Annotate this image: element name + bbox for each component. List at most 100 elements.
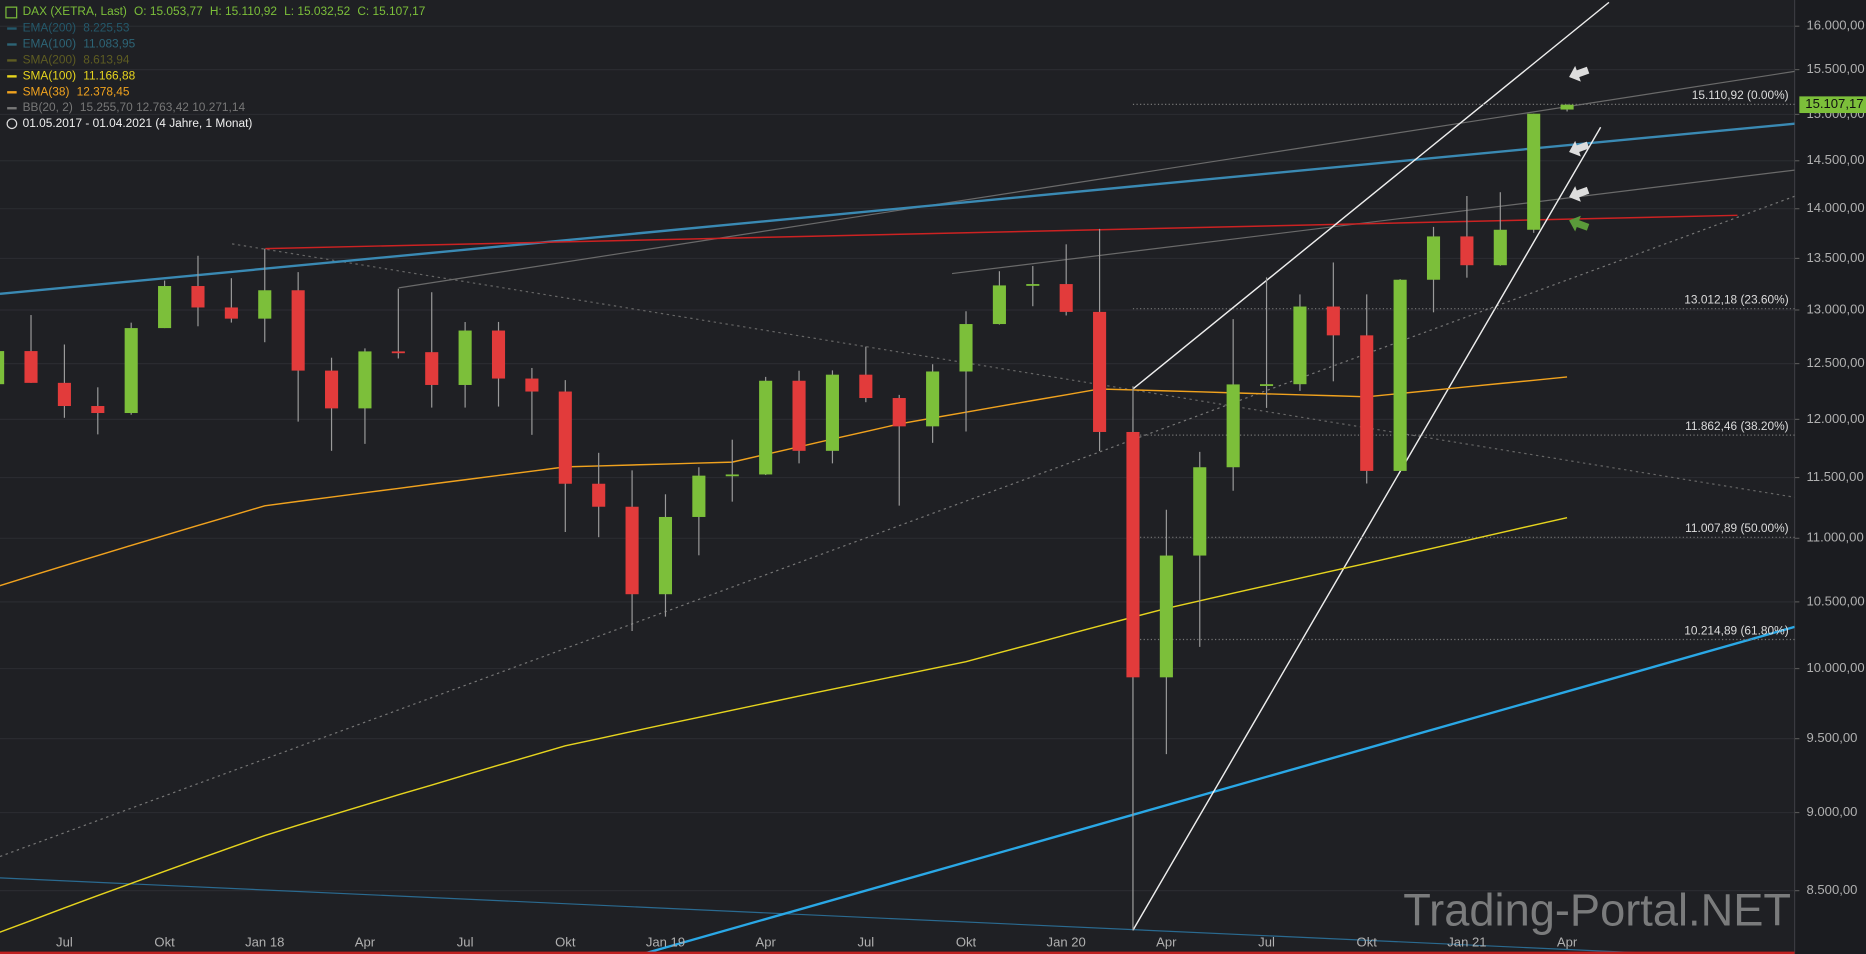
candle-body (1026, 284, 1040, 286)
header-title: DAX (XETRA, Last) O: 15.053,77 H: 15.110,9… (23, 4, 426, 18)
candle-body (191, 286, 205, 308)
candle-body (725, 474, 739, 477)
candle-body (692, 475, 706, 517)
legend-name: BB(20, 2) (23, 100, 73, 114)
y-tick-label: 13.000,00 (1806, 301, 1864, 316)
y-tick-label: 13.500,00 (1806, 250, 1864, 265)
legend-name: SMA(200) (23, 53, 77, 67)
level-label: 11.862,46 (38.20%) (1685, 419, 1788, 433)
candle-body (124, 328, 138, 414)
indicators (0, 376, 1568, 933)
candle-body (859, 374, 873, 399)
header: DAX (XETRA, Last) O: 15.053,77 H: 15.110,9… (5, 4, 426, 130)
candle-body (224, 307, 238, 319)
legend-entry: BB(20, 2) 15.255,70 12.763,42 10.271,14 (23, 100, 246, 114)
candle-body (91, 406, 105, 414)
legend-entry: SMA(38) 12.378,45 (23, 84, 130, 98)
period: 01.05.2017 - 01.04.2021 (4 Jahre, 1 Mona… (23, 116, 253, 130)
candle-body (391, 351, 405, 354)
indicator-line (0, 376, 1568, 587)
y-tick-label: 14.500,00 (1806, 152, 1864, 167)
instrument: DAX (XETRA, Last) (23, 4, 127, 18)
legend-value: 8.225,53 (83, 21, 130, 35)
trend-line (951, 169, 1795, 275)
candle-body (1226, 384, 1240, 468)
legend-value: 12.378,45 (77, 84, 130, 98)
candle-body (291, 290, 305, 371)
candles (0, 104, 1574, 931)
candle-body (425, 352, 439, 385)
last-price-label: 15.107,17 (1805, 96, 1863, 111)
last-price-tag (1799, 96, 1866, 114)
candle-body (1460, 236, 1474, 266)
candle-body (792, 380, 806, 451)
legend-entry: SMA(100) 11.166,88 (23, 69, 136, 83)
x-tick-label: Okt (1357, 935, 1378, 950)
channel-line (1132, 1, 1610, 390)
watermark: Trading-Portal.NET (1403, 885, 1791, 936)
candle-body (625, 506, 639, 595)
quote-value: H: 15.110,92 (210, 4, 277, 18)
x-tick-label: Jul (1258, 935, 1275, 950)
trend-line (0, 122, 1795, 295)
y-tick-label: 15.500,00 (1806, 61, 1864, 76)
x-tick-label: Jul (457, 935, 474, 950)
x-tick-label: Apr (755, 935, 776, 950)
quote-value: L: 15.032,52 (284, 4, 350, 18)
y-tick-label: 9.500,00 (1806, 730, 1857, 745)
x-tick-label: Okt (154, 935, 175, 950)
candle-body (1159, 555, 1173, 678)
arrow (1569, 186, 1590, 202)
fibonacci-levels: 15.110,92 (0.00%) 13.012,18 (23.60%) 11.86… (1132, 88, 1795, 641)
candle-body (1527, 113, 1541, 230)
x-tick-label: Okt (956, 935, 977, 950)
legend-name: SMA(38) (23, 84, 70, 98)
candle-body (592, 483, 606, 507)
axis-background (1794, 0, 1866, 954)
y-tick-label: 12.000,00 (1806, 411, 1864, 426)
y-tick-label: 8.500,00 (1806, 882, 1857, 897)
candle-body (1560, 104, 1574, 110)
x-tick-label: Jan 20 (1047, 935, 1086, 950)
legend-value: 11.083,95 (83, 37, 135, 51)
legend-name: EMA(200) (23, 21, 77, 35)
legend-entry: EMA(200) 8.225,53 (23, 21, 130, 35)
y-tick-label: 11.500,00 (1806, 469, 1863, 484)
y-tick-label: 14.000,00 (1806, 200, 1864, 215)
x-tick-label: Apr (1156, 935, 1177, 950)
x-tick-label: Jan 19 (646, 935, 685, 950)
candle-body (1326, 306, 1340, 336)
candle-body (1293, 306, 1307, 385)
y-tick-label: 12.500,00 (1806, 355, 1864, 370)
legend-entry: SMA(200) 8.613,94 (23, 53, 130, 67)
candle-body (1493, 229, 1507, 266)
candle-body (658, 516, 673, 595)
candle-body (458, 330, 472, 385)
candle-body (57, 382, 71, 407)
trend-line (0, 877, 1667, 954)
legend-name: EMA(100) (23, 37, 77, 51)
icon (6, 118, 18, 130)
candle-body (926, 371, 940, 427)
level-label: 15.110,92 (0.00%) (1692, 88, 1789, 102)
arrows (1569, 65, 1590, 232)
x-tick-label: Jul (857, 935, 874, 950)
candle-body (1126, 431, 1140, 678)
candle-body (258, 290, 272, 319)
candle-body (1360, 335, 1374, 471)
candle-body (1393, 279, 1407, 471)
candle-body (1426, 236, 1441, 280)
y-tick-label: 11.000,00 (1806, 530, 1863, 545)
candle-body (525, 378, 539, 392)
x-tick-label: Okt (555, 935, 576, 950)
candle-body (1193, 467, 1207, 556)
channel-line (1132, 126, 1602, 931)
candle-body (0, 351, 5, 385)
candle-body (558, 391, 572, 484)
x-tick-label: Jul (56, 935, 73, 950)
level-label: 11.007,89 (50.00%) (1685, 521, 1788, 535)
arrow (1569, 215, 1590, 232)
candle-body (325, 370, 339, 409)
trend-lines (0, 1, 1795, 954)
y-tick-label: 16.000,00 (1806, 18, 1864, 33)
